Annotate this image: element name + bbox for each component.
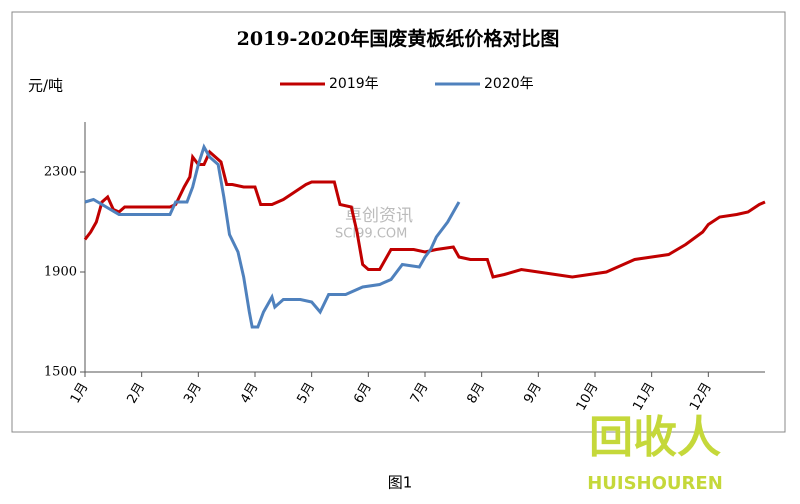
y-tick-label: 1900 (44, 265, 77, 280)
legend-label: 2020年 (484, 76, 534, 92)
y-tick-label: 2300 (44, 165, 77, 180)
line-series (83, 149, 766, 279)
y-tick-label: 1500 (44, 365, 77, 380)
chart-title: 2019-2020年国废黄板纸价格对比图 (237, 27, 560, 50)
line-series (84, 143, 461, 329)
watermark: 卓创资讯 (345, 206, 413, 226)
watermark: SCI99.COM (335, 227, 407, 242)
caption: 图1 (388, 474, 413, 492)
legend-label: 2019年 (329, 76, 379, 92)
chart-frame (11, 11, 786, 433)
y-axis-label: 元/吨 (28, 77, 63, 95)
logo-text: 回收人 (589, 412, 721, 463)
logo-text: HUISHOUREN (587, 473, 723, 494)
